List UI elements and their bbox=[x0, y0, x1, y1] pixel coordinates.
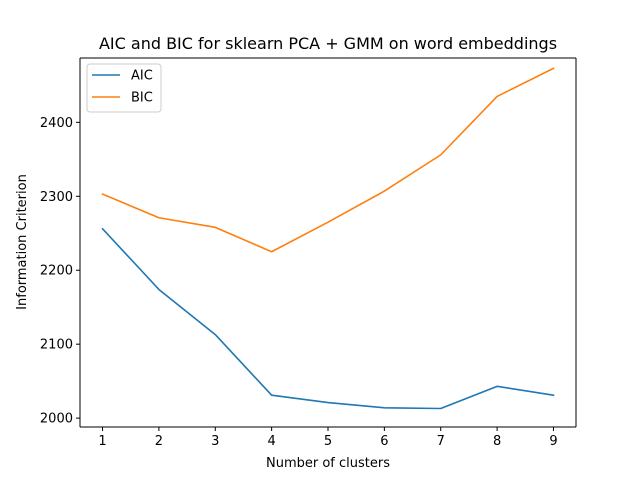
x-tick-label: 1 bbox=[98, 434, 106, 449]
x-tick-label: 2 bbox=[155, 434, 163, 449]
x-tick-label: 3 bbox=[211, 434, 219, 449]
series-line-bic bbox=[101, 67, 555, 253]
legend-frame bbox=[86, 63, 162, 113]
legend-label-bic: BIC bbox=[131, 91, 153, 106]
x-axis-ticks: 1 2 3 4 5 6 7 8 9 bbox=[98, 427, 558, 449]
x-axis-label: Number of clusters bbox=[266, 456, 390, 471]
x-tick-label: 8 bbox=[493, 434, 501, 449]
y-tick-label: 2000 bbox=[40, 412, 73, 427]
x-tick-label: 6 bbox=[380, 434, 388, 449]
legend-label-aic: AIC bbox=[131, 69, 153, 84]
y-tick-label: 2200 bbox=[40, 264, 73, 279]
x-tick-label: 7 bbox=[437, 434, 445, 449]
series-line-aic bbox=[101, 227, 555, 410]
y-tick-label: 2400 bbox=[40, 116, 73, 131]
y-tick-label: 2300 bbox=[40, 190, 73, 205]
x-tick-label: 9 bbox=[549, 434, 557, 449]
y-axis-ticks: 2000 2100 2200 2300 2400 bbox=[40, 116, 80, 427]
y-tick-label: 2100 bbox=[40, 338, 73, 353]
x-tick-label: 5 bbox=[324, 434, 332, 449]
plot-series-group bbox=[101, 67, 555, 410]
y-axis-label: Information Criterion bbox=[15, 174, 30, 310]
legend-items: AIC BIC bbox=[92, 69, 153, 106]
chart-title: AIC and BIC for sklearn PCA + GMM on wor… bbox=[99, 34, 557, 53]
x-tick-label: 4 bbox=[267, 434, 275, 449]
legend: AIC BIC bbox=[86, 63, 162, 113]
